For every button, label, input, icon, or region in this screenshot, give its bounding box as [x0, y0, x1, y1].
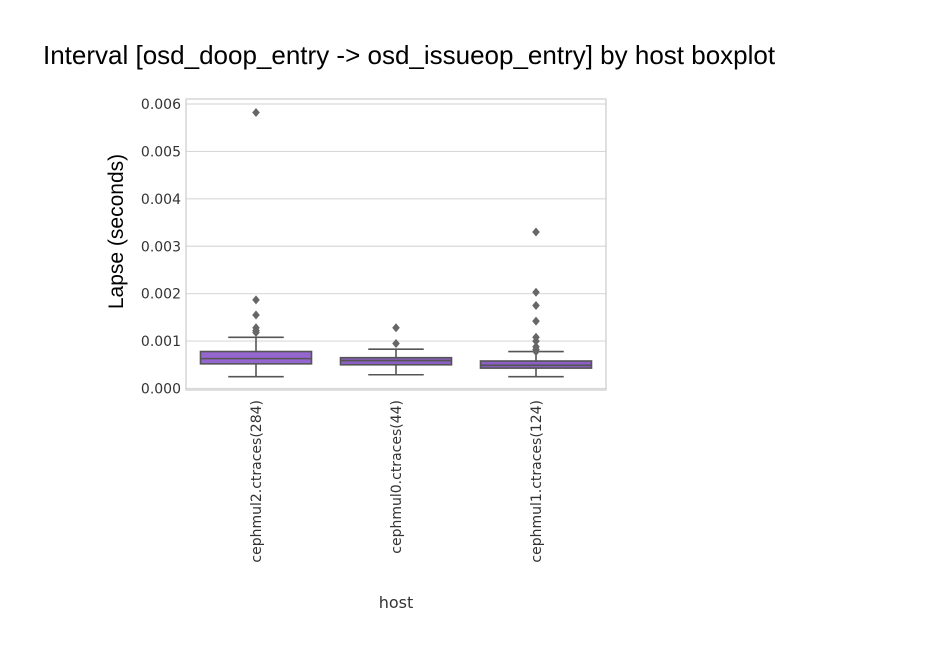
chart-title: Interval [osd_doop_entry -> osd_issueop_… — [43, 40, 776, 70]
box-3 — [479, 227, 593, 378]
box-iqr — [199, 350, 313, 365]
x-axis-label: host — [379, 593, 414, 612]
x-tick-label: cephmul2.ctraces(284) — [249, 400, 265, 563]
y-tick-label: 0.001 — [141, 334, 181, 350]
box-2 — [339, 323, 453, 376]
outlier-point — [392, 323, 400, 333]
outlier-point — [252, 108, 260, 118]
plot-frame — [185, 98, 607, 391]
y-tick-label: 0.002 — [141, 287, 181, 303]
y-tick-label: 0.005 — [141, 144, 181, 160]
outlier-point — [252, 328, 260, 338]
x-tick-label: cephmul0.ctraces(44) — [389, 400, 405, 554]
outlier-point — [392, 338, 400, 348]
y-axis-label: Lapse (seconds) — [105, 154, 128, 309]
outlier-point — [532, 287, 540, 297]
y-tick-label: 0.003 — [141, 239, 181, 255]
boxes — [199, 108, 593, 378]
outlier-point — [532, 316, 540, 326]
outlier-point — [532, 347, 540, 357]
outlier-point — [252, 295, 260, 305]
y-tick-labels: 0.000 0.001 0.002 0.003 0.004 0.005 0.006 — [141, 97, 181, 398]
box-1 — [199, 108, 313, 378]
y-tick-label: 0.004 — [141, 192, 181, 208]
x-tick-labels: cephmul2.ctraces(284) cephmul0.ctraces(44… — [249, 400, 545, 563]
y-tick-label: 0.006 — [141, 97, 181, 113]
y-tick-label: 0.000 — [141, 382, 181, 398]
x-tick-label: cephmul1.ctraces(124) — [529, 400, 545, 563]
outlier-point — [532, 336, 540, 346]
outlier-point — [532, 227, 540, 237]
outlier-point — [532, 301, 540, 311]
outlier-point — [252, 310, 260, 320]
